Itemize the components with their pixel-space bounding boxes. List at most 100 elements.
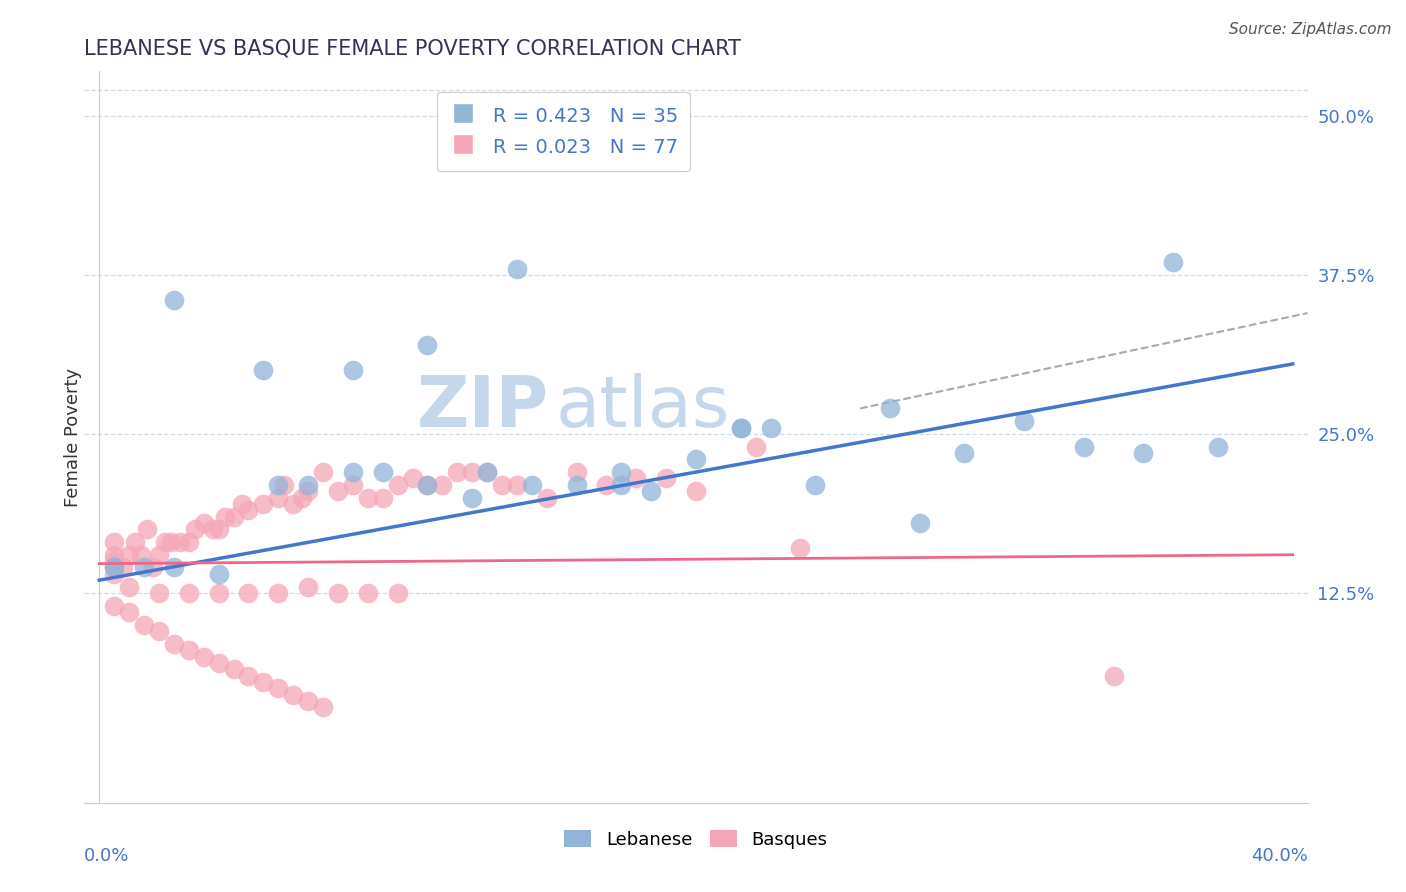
- Point: [432, 477, 454, 491]
- Point: [193, 516, 215, 530]
- Point: [177, 535, 200, 549]
- Point: [744, 440, 766, 454]
- Point: [655, 471, 678, 485]
- Point: [1206, 440, 1229, 454]
- Point: [565, 465, 588, 479]
- Point: [267, 491, 290, 505]
- Point: [536, 491, 558, 505]
- Point: [371, 465, 394, 479]
- Point: [112, 560, 135, 574]
- Point: [1012, 414, 1035, 428]
- Point: [103, 548, 125, 562]
- Point: [387, 477, 409, 491]
- Point: [163, 637, 186, 651]
- Point: [804, 477, 827, 491]
- Point: [267, 681, 290, 696]
- Point: [169, 535, 191, 549]
- Point: [201, 522, 224, 536]
- Point: [297, 484, 319, 499]
- Point: [118, 580, 141, 594]
- Point: [142, 560, 165, 574]
- Point: [103, 554, 125, 568]
- Point: [1163, 255, 1185, 269]
- Point: [1073, 440, 1095, 454]
- Point: [163, 293, 186, 308]
- Point: [506, 261, 529, 276]
- Point: [1102, 668, 1125, 682]
- Point: [461, 465, 484, 479]
- Point: [416, 338, 439, 352]
- Point: [685, 452, 707, 467]
- Text: Source: ZipAtlas.com: Source: ZipAtlas.com: [1229, 22, 1392, 37]
- Point: [207, 566, 229, 581]
- Point: [252, 497, 274, 511]
- Point: [103, 599, 125, 613]
- Point: [148, 548, 170, 562]
- Point: [401, 471, 423, 485]
- Point: [132, 617, 155, 632]
- Point: [283, 497, 305, 511]
- Point: [416, 477, 439, 491]
- Point: [730, 420, 752, 434]
- Legend: Lebanese, Basques: Lebanese, Basques: [557, 823, 835, 856]
- Point: [312, 465, 335, 479]
- Point: [297, 477, 319, 491]
- Point: [357, 491, 380, 505]
- Point: [326, 484, 349, 499]
- Text: 0.0%: 0.0%: [84, 847, 129, 864]
- Point: [252, 675, 274, 690]
- Point: [103, 560, 125, 574]
- Point: [283, 688, 305, 702]
- Point: [207, 586, 229, 600]
- Point: [103, 535, 125, 549]
- Point: [136, 522, 159, 536]
- Point: [312, 700, 335, 714]
- Point: [520, 477, 543, 491]
- Point: [491, 477, 513, 491]
- Point: [193, 649, 215, 664]
- Point: [118, 548, 141, 562]
- Point: [506, 477, 529, 491]
- Y-axis label: Female Poverty: Female Poverty: [65, 368, 82, 507]
- Point: [252, 363, 274, 377]
- Point: [626, 471, 648, 485]
- Point: [342, 363, 364, 377]
- Point: [565, 477, 588, 491]
- Point: [595, 477, 617, 491]
- Point: [475, 465, 498, 479]
- Point: [177, 586, 200, 600]
- Point: [371, 491, 394, 505]
- Text: atlas: atlas: [555, 374, 730, 442]
- Point: [231, 497, 253, 511]
- Point: [789, 541, 811, 556]
- Point: [148, 586, 170, 600]
- Text: ZIP: ZIP: [418, 374, 550, 442]
- Point: [342, 477, 364, 491]
- Point: [640, 484, 662, 499]
- Point: [177, 643, 200, 657]
- Point: [273, 477, 295, 491]
- Point: [153, 535, 176, 549]
- Point: [879, 401, 901, 416]
- Point: [118, 605, 141, 619]
- Point: [759, 420, 782, 434]
- Point: [342, 465, 364, 479]
- Point: [129, 548, 152, 562]
- Point: [953, 446, 976, 460]
- Point: [124, 535, 146, 549]
- Point: [297, 580, 319, 594]
- Point: [685, 484, 707, 499]
- Point: [610, 477, 633, 491]
- Point: [184, 522, 207, 536]
- Point: [207, 522, 229, 536]
- Point: [160, 535, 183, 549]
- Point: [387, 586, 409, 600]
- Point: [163, 560, 186, 574]
- Point: [103, 566, 125, 581]
- Point: [238, 586, 260, 600]
- Point: [291, 491, 314, 505]
- Text: LEBANESE VS BASQUE FEMALE POVERTY CORRELATION CHART: LEBANESE VS BASQUE FEMALE POVERTY CORREL…: [84, 38, 741, 59]
- Point: [267, 477, 290, 491]
- Text: 40.0%: 40.0%: [1251, 847, 1308, 864]
- Point: [475, 465, 498, 479]
